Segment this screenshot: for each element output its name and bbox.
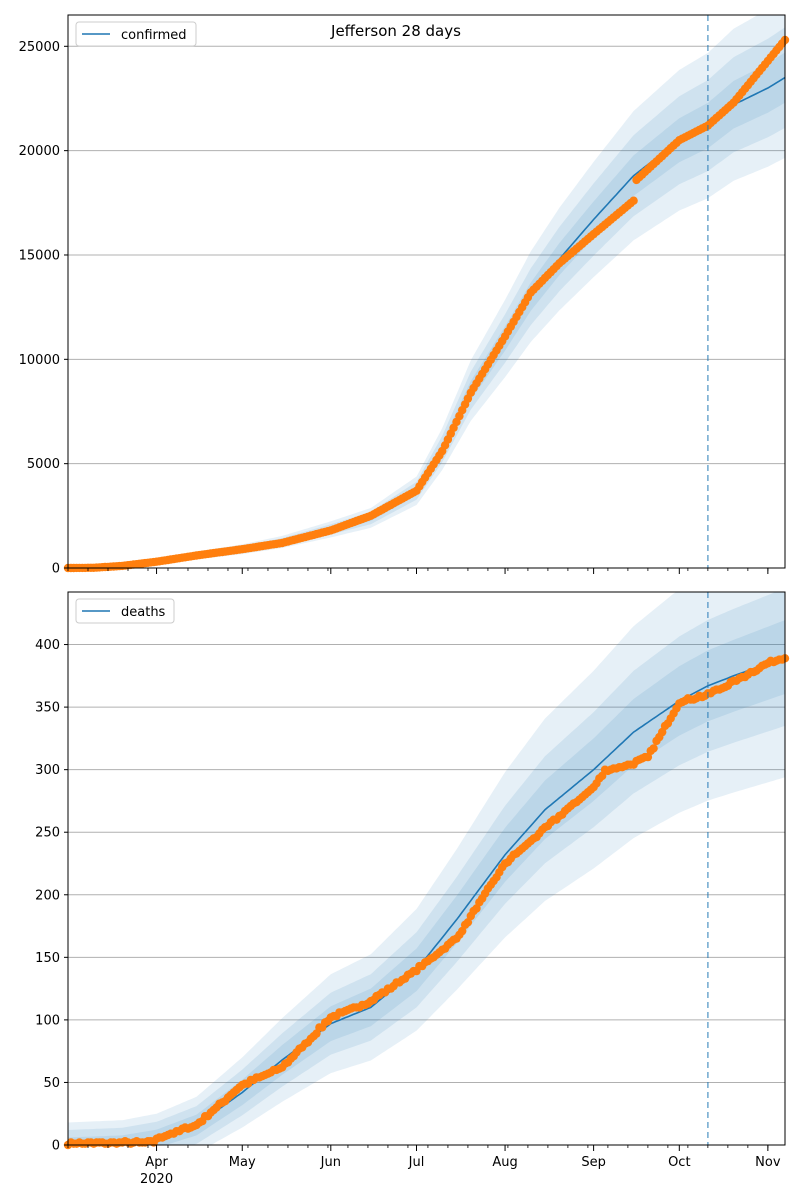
axes-frame [67, 14, 786, 569]
y-tick-label: 20000 [19, 144, 60, 159]
x-tick-label: Apr [145, 1155, 168, 1170]
x-tick-label: Jun [320, 1155, 341, 1170]
uncertainty-band [68, 592, 785, 1145]
y-tick-label: 25000 [19, 40, 60, 55]
y-tick-label: 15000 [19, 248, 60, 263]
y-tick-label: 100 [35, 1013, 60, 1028]
observed-point [629, 196, 638, 205]
uncertainty-band [68, 52, 785, 568]
x-year-label: 2020 [140, 1172, 173, 1187]
uncertainty-band [68, 27, 785, 569]
x-tick-label: May [229, 1155, 256, 1170]
observed-point [649, 744, 658, 753]
y-tick-label: 0 [52, 1139, 60, 1154]
x-tick-label: Sep [581, 1155, 606, 1170]
legend-label: confirmed [121, 28, 187, 43]
y-tick-label: 5000 [27, 457, 60, 472]
uncertainty-band [68, 592, 785, 1145]
y-tick-label: 350 [35, 701, 60, 716]
legend-box [75, 21, 197, 47]
uncertainty-band [68, 620, 785, 1145]
y-tick-label: 0 [52, 562, 60, 577]
y-tick-label: 400 [35, 638, 60, 653]
x-tick-label: Oct [668, 1155, 690, 1170]
y-tick-label: 10000 [19, 353, 60, 368]
axes-frame [67, 591, 786, 1146]
y-tick-label: 150 [35, 951, 60, 966]
legend-label: deaths [121, 605, 166, 620]
observed-point [463, 918, 473, 927]
y-tick-label: 300 [35, 763, 60, 778]
y-tick-label: 200 [35, 888, 60, 903]
legend-box [75, 598, 175, 624]
uncertainty-band [68, 15, 785, 568]
y-tick-label: 50 [43, 1076, 60, 1091]
legend: deaths [75, 598, 175, 624]
observed-point [458, 926, 467, 936]
deaths-panel: 0 50 100 150 200 250 300 350 400 Apr 2020 May Jun Jul… [35, 591, 790, 1187]
x-tick-label: Aug [492, 1155, 517, 1170]
legend: confirmed [75, 21, 197, 47]
x-tick-label: Nov [755, 1155, 781, 1170]
confirmed-panel: 0 5000 10000 15000 20000 25000 confirmed [19, 14, 790, 577]
x-tick-label: Jul [408, 1155, 425, 1170]
figure-title: Jefferson 28 days [330, 22, 461, 40]
y-tick-label: 250 [35, 826, 60, 841]
